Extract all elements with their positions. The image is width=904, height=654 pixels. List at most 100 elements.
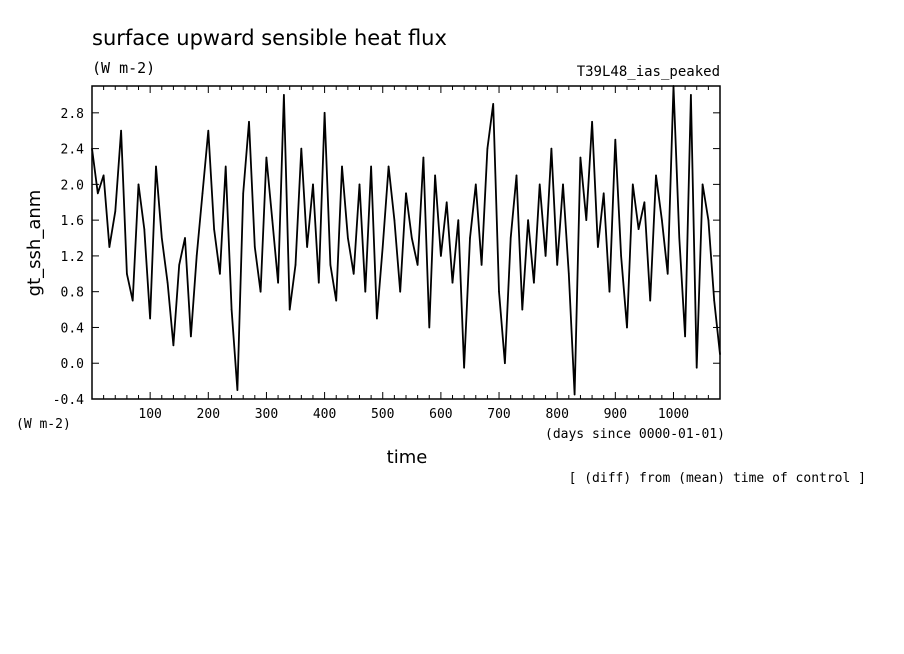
data-point [527, 219, 529, 221]
data-point [242, 192, 244, 195]
x-tick-label: 700 [487, 407, 510, 422]
data-point [480, 264, 483, 266]
x-tick-label: 1000 [658, 407, 689, 422]
data-point [102, 174, 105, 177]
data-point [184, 237, 186, 239]
data-point [538, 183, 541, 186]
data-point [602, 192, 605, 195]
series-line [91, 85, 721, 396]
data-point [498, 290, 500, 293]
plot-frame [91, 85, 721, 400]
x-axis-label: time [387, 447, 428, 468]
footnote: [ (diff) from (mean) time of control ] [569, 471, 866, 486]
series-points [91, 85, 721, 396]
x-tick-label: 500 [371, 407, 394, 422]
data-point [178, 264, 181, 266]
data-point [550, 147, 553, 150]
data-point [568, 273, 570, 275]
data-point [126, 273, 128, 275]
data-point [271, 219, 274, 221]
data-point [201, 192, 204, 195]
data-point [341, 165, 343, 168]
data-point [504, 362, 506, 365]
x-tick-label: 200 [197, 407, 220, 422]
data-point [149, 317, 151, 320]
x-tick-label: 400 [313, 407, 336, 422]
y-tick-label: 0.0 [61, 357, 84, 372]
data-point [329, 264, 332, 266]
data-point [405, 192, 407, 195]
data-point [666, 273, 669, 275]
data-point [335, 299, 338, 302]
data-point [120, 129, 122, 132]
y-axis-units: (W m-2) [16, 417, 71, 432]
data-point [579, 156, 582, 159]
data-point [707, 219, 710, 221]
data-point [190, 335, 192, 338]
data-point [265, 156, 268, 159]
data-point [440, 255, 442, 257]
data-point [300, 147, 303, 150]
y-tick-label: 2.0 [61, 178, 84, 193]
data-point [370, 165, 372, 168]
data-point [411, 237, 413, 239]
x-axis-ticks: 100 200 300 400 500 600 700 800 900 1000 [103, 86, 709, 422]
data-point [254, 246, 256, 248]
x-tick-label: 900 [604, 407, 627, 422]
data-point [521, 308, 524, 311]
data-point [288, 308, 291, 311]
data-point [358, 183, 361, 186]
data-point [91, 147, 93, 150]
data-point [597, 246, 599, 248]
data-point [684, 335, 686, 338]
data-point [213, 228, 215, 230]
data-point [381, 246, 384, 248]
data-point [509, 237, 512, 239]
data-point [655, 174, 657, 177]
data-point [573, 393, 576, 396]
data-point [283, 94, 285, 96]
data-point [713, 299, 715, 302]
data-point [533, 281, 535, 284]
data-point [434, 174, 436, 177]
y-axis-label: gt_ssh_anm [24, 190, 45, 297]
y-tick-label: 1.6 [61, 214, 84, 229]
data-point [166, 281, 169, 284]
data-point [591, 120, 593, 123]
data-point [614, 138, 617, 141]
data-point [661, 219, 663, 221]
data-point [155, 165, 157, 168]
data-point [422, 156, 425, 159]
data-point [649, 299, 652, 302]
data-point [608, 290, 611, 293]
x-tick-label: 100 [138, 407, 161, 422]
data-point [259, 290, 262, 293]
data-point [515, 174, 518, 177]
data-point [637, 228, 640, 230]
data-point [416, 264, 419, 266]
data-point [451, 281, 454, 284]
data-point [469, 237, 471, 239]
data-point [457, 219, 460, 221]
data-point [672, 85, 675, 87]
data-point [160, 237, 163, 239]
data-point [585, 219, 588, 221]
y-tick-label: -0.4 [53, 393, 84, 408]
data-point [108, 246, 111, 248]
data-point [172, 344, 175, 347]
data-point [97, 192, 99, 195]
y-tick-label: 2.4 [61, 143, 85, 158]
data-point [131, 299, 134, 302]
y-tick-label: 0.4 [61, 321, 85, 336]
data-point [230, 308, 233, 311]
y-axis-ticks: -0.4 0.0 0.4 0.8 1.2 1.6 2.0 2.4 2.8 [53, 107, 720, 408]
data-point [678, 237, 681, 239]
data-point [137, 183, 140, 186]
data-point [224, 165, 227, 168]
data-point [393, 219, 396, 221]
data-point [236, 389, 239, 391]
data-point [207, 129, 210, 132]
data-point [620, 255, 622, 257]
data-point [114, 210, 117, 212]
